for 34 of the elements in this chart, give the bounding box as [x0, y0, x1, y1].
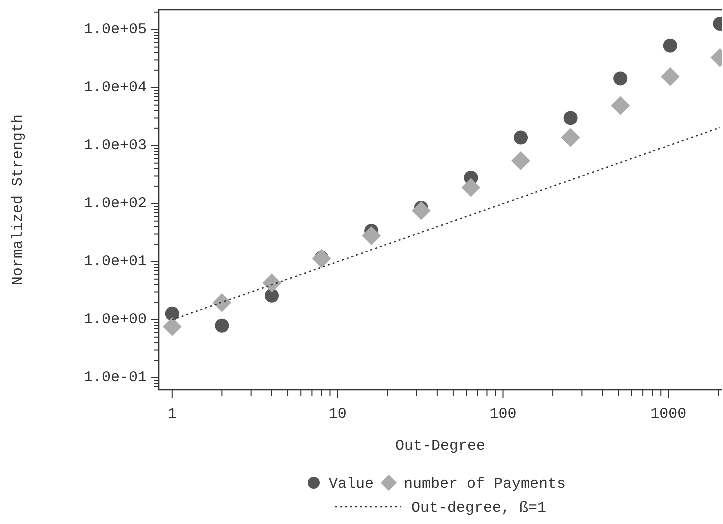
point — [215, 318, 230, 333]
point — [512, 152, 530, 170]
y-tick-label: 1.0e+00 — [84, 311, 147, 328]
legend-label: Out-degree, ß=1 — [412, 500, 547, 517]
point — [212, 293, 232, 312]
point — [165, 306, 180, 321]
point — [362, 226, 382, 246]
y-axis-title: Normalized Strength — [10, 114, 27, 286]
point — [561, 128, 580, 148]
point — [312, 249, 332, 268]
point — [264, 288, 279, 303]
y-tick-label: 1.0e-01 — [84, 369, 147, 386]
point — [611, 96, 630, 116]
y-tick-label: 1.0e+05 — [84, 21, 147, 38]
y-tick-label: 1.0e+01 — [84, 253, 147, 270]
x-tick-label: 1000 — [650, 406, 687, 423]
y-tick-label: 1.0e+04 — [84, 79, 147, 96]
point — [162, 317, 182, 336]
y-tick-label: 1.0e+02 — [84, 195, 147, 212]
point — [614, 72, 628, 86]
x-tick-label: 10 — [328, 406, 347, 423]
legend-label: Value — [329, 476, 374, 493]
legend-label: number of Payments — [404, 476, 566, 493]
point — [412, 201, 431, 220]
x-tick-label: 100 — [490, 406, 517, 423]
point — [514, 130, 528, 145]
point — [660, 67, 680, 86]
x-axis-title: Out-Degree — [395, 438, 486, 455]
point — [663, 38, 678, 53]
x-tick-label: 1 — [168, 406, 177, 423]
point — [462, 178, 481, 198]
point — [262, 274, 282, 293]
point — [564, 111, 578, 126]
y-tick-label: 1.0e+03 — [84, 137, 147, 154]
